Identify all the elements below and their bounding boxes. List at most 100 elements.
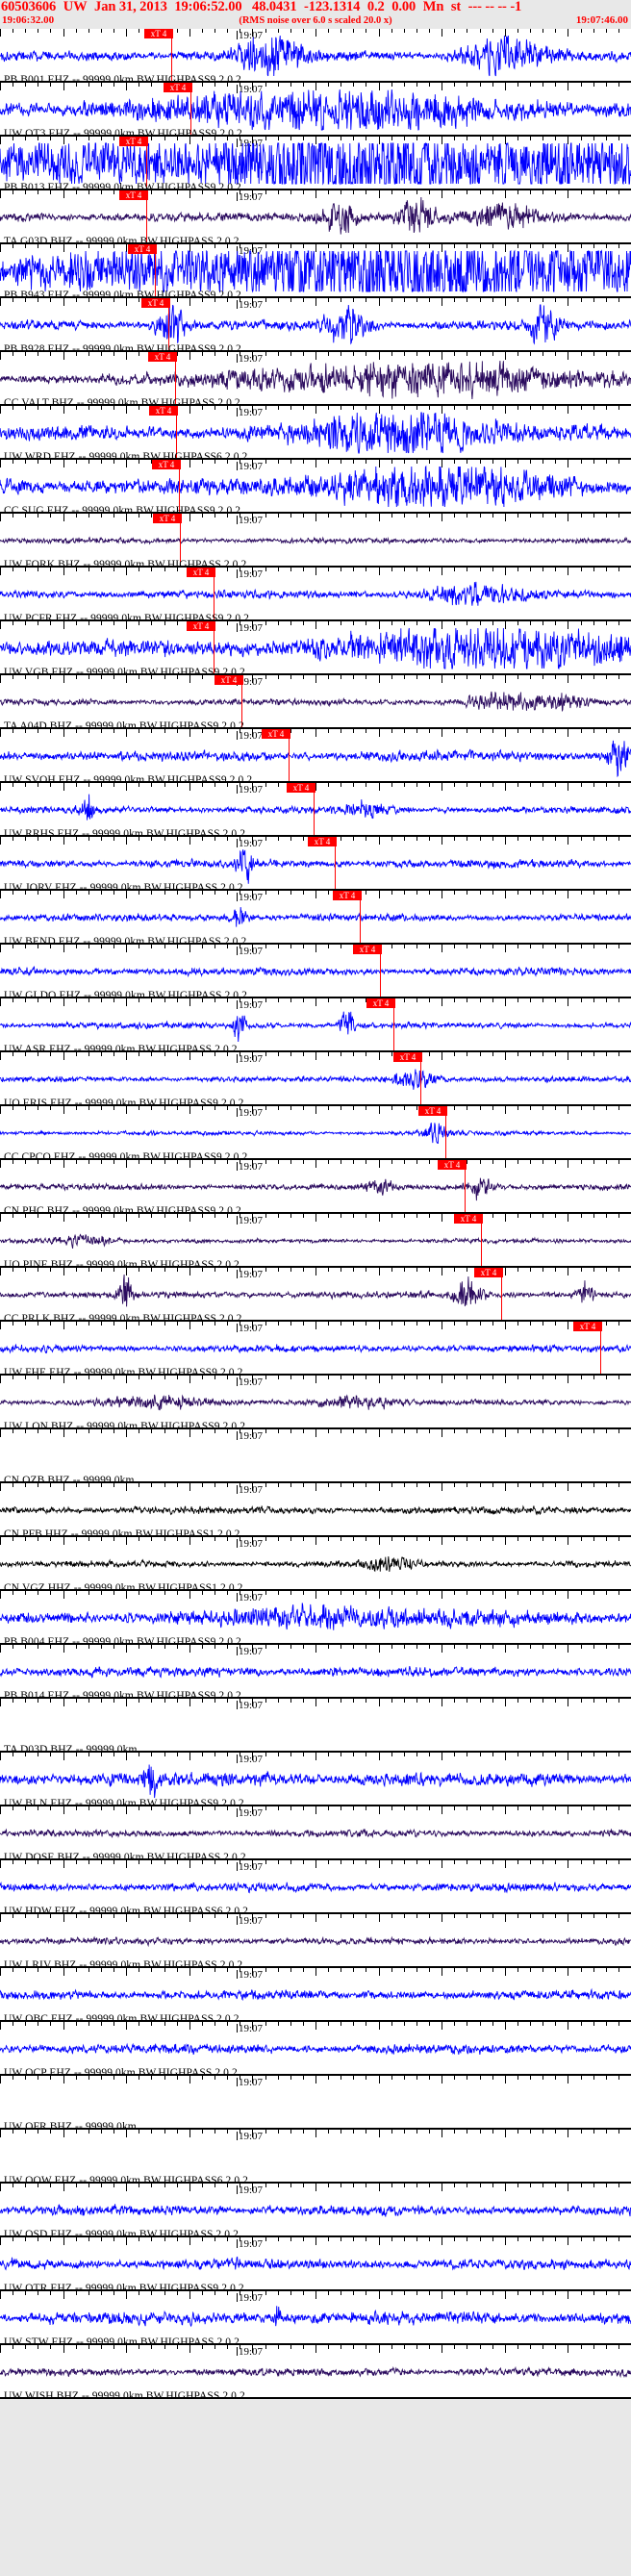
trace-row[interactable]: 19:07 CN OZB BHZ -- 99999.0km	[0, 1429, 631, 1483]
trace-separator	[0, 1158, 631, 1160]
time-tick-label: 19:07	[237, 1485, 263, 1496]
header-latitude: 48.0431	[252, 0, 297, 14]
trace-row[interactable]: 19:07 xT 4 UW BEND EHZ -- 99999.0km BW.HIG…	[0, 891, 631, 945]
trace-row[interactable]: 19:07 UW OSD EHZ -- 99999.0km BW.HIGHPASS…	[0, 2184, 631, 2237]
waveform-path	[0, 581, 631, 606]
trace-row[interactable]: 19:07 UW OFR BHZ -- 99999.0km	[0, 2076, 631, 2130]
trace-row[interactable]: 19:07 UW LON BHZ -- 99999.0km BW.HIGHPASS…	[0, 1376, 631, 1429]
trace-row[interactable]: 19:07 xT 4 CC SUG EHZ -- 99999.0km BW.HIGH…	[0, 460, 631, 514]
waveform	[0, 536, 631, 545]
trace-row[interactable]: 19:07 xT 4 UW PCFR EHZ -- 99999.0km BW.HIG…	[0, 568, 631, 621]
time-tick-label: 19:07	[237, 2024, 263, 2034]
time-axis-ticks	[0, 2184, 631, 2191]
trace-row[interactable]: 19:07 xT 4 PB B943 EHZ -- 99999.0km BW.HIG…	[0, 244, 631, 298]
time-axis-ticks	[0, 2291, 631, 2299]
time-tick-mark	[237, 408, 238, 417]
trace-row[interactable]: 19:07 xT 4 UO PINE BHZ -- 99999.0km BW.HIG…	[0, 1214, 631, 1268]
trace-row[interactable]: 19:07 UW OTR EHZ -- 99999.0km BW.HIGHPASS…	[0, 2237, 631, 2291]
time-tick-mark	[237, 2293, 238, 2302]
time-tick-label: 19:07	[237, 1000, 263, 1011]
trace-separator	[0, 1643, 631, 1645]
trace-row[interactable]: 19:07 UW OCP EHZ -- 99999.0km BW.HIGHPASS…	[0, 2022, 631, 2076]
time-tick-text: 19:07	[239, 2077, 264, 2088]
trace-row[interactable]: 19:07 xT 4 UW SVOH EHZ -- 99999.0km BW.HIG…	[0, 729, 631, 783]
trace-separator	[0, 2235, 631, 2237]
time-tick-mark	[237, 1485, 238, 1494]
time-tick-text: 19:07	[239, 892, 264, 903]
trace-row[interactable]: 19:07 xT 4 CC PRLK BHZ -- 99999.0km BW.HIG…	[0, 1268, 631, 1322]
header-event-id: 60503606	[1, 0, 57, 14]
trace-row[interactable]: 19:07 CN VGZ HHZ -- 99999.0km BW.HIGHPASS…	[0, 1537, 631, 1591]
time-tick-mark	[237, 893, 238, 901]
time-axis-ticks	[0, 891, 631, 898]
trace-separator	[0, 1427, 631, 1429]
trace-station-label: UO PINE BHZ -- 99999.0km BW.HIGHPASS 2.0…	[4, 1259, 240, 1268]
waveform	[0, 691, 631, 713]
time-tick-mark	[237, 192, 238, 201]
trace-row[interactable]: 19:07 xT 4 UW WRD EHZ -- 99999.0km BW.HIGH…	[0, 406, 631, 460]
trace-row[interactable]: 19:07 UW OBC EHZ -- 99999.0km BW.HIGHPASS…	[0, 1968, 631, 2022]
time-tick-mark	[237, 1108, 238, 1117]
time-tick-text: 19:07	[239, 1754, 264, 1765]
trace-row[interactable]: 19:07 UW BLN EHZ -- 99999.0km BW.HIGHPASS…	[0, 1753, 631, 1806]
time-tick-mark	[237, 1431, 238, 1440]
time-axis-ticks	[0, 1106, 631, 1114]
trace-row[interactable]: 19:07 PB B004 EHZ -- 99999.0km BW.HIGHPAS…	[0, 1591, 631, 1645]
time-tick-text: 19:07	[239, 138, 264, 149]
trace-row[interactable]: 19:07 xT 4 UW JORV EHZ -- 99999.0km BW.HIG…	[0, 837, 631, 891]
trace-row[interactable]: 19:07 xT 4 TA A04D BHZ -- 99999.0km BW.HIG…	[0, 675, 631, 729]
trace-row[interactable]: 19:07 UW WISH BHZ -- 99999.0km BW.HIGHPAS…	[0, 2345, 631, 2399]
trace-station-label: UW LON BHZ -- 99999.0km BW.HIGHPASS9 2.0…	[4, 1421, 246, 1429]
trace-row[interactable]: 19:07 xT 4 UW VGB EHZ -- 99999.0km BW.HIGH…	[0, 621, 631, 675]
time-tick-mark	[237, 1539, 238, 1548]
trace-row[interactable]: 19:07 xT 4 UW FHE EHZ -- 99999.0km BW.HIGH…	[0, 1322, 631, 1376]
time-tick-label: 19:07	[237, 1862, 263, 1873]
trace-row[interactable]: 19:07 UW STW EHZ -- 99999.0km BW.HIGHPASS…	[0, 2291, 631, 2345]
trace-row[interactable]: 19:07 UW OOW EHZ -- 99999.0km BW.HIGHPASS…	[0, 2130, 631, 2184]
trace-station-label: UW VGB EHZ -- 99999.0km BW.HIGHPASS9 2.0…	[4, 667, 245, 675]
trace-row[interactable]: 19:07 xT 4 UW FORK BHZ -- 99999.0km BW.HIG…	[0, 514, 631, 568]
trace-row[interactable]: 19:07 PB B014 EHZ -- 99999.0km BW.HIGHPAS…	[0, 1645, 631, 1699]
trace-separator	[0, 1374, 631, 1376]
trace-station-label: UW WRD EHZ -- 99999.0km BW.HIGHPASS6 2.0…	[4, 451, 248, 460]
trace-row[interactable]: 19:07 UW LRIV BHZ -- 99999.0km BW.HIGHPAS…	[0, 1914, 631, 1968]
trace-row[interactable]: 19:07 TA D03D BHZ -- 99999.0km	[0, 1699, 631, 1753]
time-axis-ticks	[0, 1914, 631, 1922]
trace-row[interactable]: 19:07 xT 4 PB B928 EHZ -- 99999.0km BW.HIG…	[0, 298, 631, 352]
time-tick-label: 19:07	[237, 408, 263, 418]
time-tick-mark	[237, 85, 238, 93]
waveform	[0, 2365, 631, 2379]
trace-row[interactable]: 19:07 xT 4 UW OT3 EHZ -- 99999.0km BW.HIGH…	[0, 83, 631, 137]
trace-station-label: CC CPCO EHZ -- 99999.0km BW.HIGHPASS9 2.…	[4, 1151, 248, 1160]
time-tick-label: 19:07	[237, 2078, 263, 2088]
time-tick-label: 19:07	[237, 623, 263, 634]
waveform	[0, 2306, 631, 2328]
trace-row[interactable]: 19:07 UW DOSE BHZ -- 99999.0km BW.HIGHPAS…	[0, 1806, 631, 1860]
trace-station-label: CC SUG EHZ -- 99999.0km BW.HIGHPASS9 2.0…	[4, 505, 241, 514]
waveform-path	[0, 1555, 631, 1573]
trace-station-label: TA A04D BHZ -- 99999.0km BW.HIGHPASS9 2.…	[4, 720, 244, 729]
trace-separator	[0, 1751, 631, 1753]
time-tick-mark	[237, 2078, 238, 2086]
trace-row[interactable]: 19:07 xT 4 PB B001 EHZ -- 99999.0km BW.HIG…	[0, 29, 631, 83]
time-tick-mark	[237, 1324, 238, 1332]
time-axis-ticks	[0, 2237, 631, 2245]
header-start-time: 19:06:32.00	[2, 14, 55, 26]
trace-row[interactable]: 19:07 xT 4 CC CPCO EHZ -- 99999.0km BW.HIG…	[0, 1106, 631, 1160]
time-axis-ticks	[0, 352, 631, 360]
trace-row[interactable]: 19:07 UW HDW EHZ -- 99999.0km BW.HIGHPASS…	[0, 1860, 631, 1914]
trace-row[interactable]: 19:07 CN PFB HHZ -- 99999.0km BW.HIGHPASS…	[0, 1483, 631, 1537]
trace-row[interactable]: 19:07 xT 4 UQ ERIS EHZ -- 99999.0km BW.HIG…	[0, 1052, 631, 1106]
trace-separator	[0, 296, 631, 298]
trace-row[interactable]: 19:07 xT 4 PB B013 EHZ -- 99999.0km BW.HIG…	[0, 137, 631, 190]
trace-row[interactable]: 19:07 xT 4 UW ASR EHZ -- 99999.0km BW.HIGH…	[0, 998, 631, 1052]
trace-separator	[0, 727, 631, 729]
trace-row[interactable]: 19:07 xT 4 UW GLDO EHZ -- 99999.0km BW.HIG…	[0, 945, 631, 998]
trace-row[interactable]: 19:07 xT 4 UW RRHS EHZ -- 99999.0km BW.HIG…	[0, 783, 631, 837]
trace-row[interactable]: 19:07 xT 4 TA G03D BHZ -- 99999.0km BW.HIG…	[0, 190, 631, 244]
trace-separator	[0, 1212, 631, 1214]
trace-row[interactable]: 19:07 xT 4 CN PHC BHZ -- 99999.0km BW.HIGH…	[0, 1160, 631, 1214]
header-date: Jan 31, 2013	[94, 0, 167, 14]
waveform-path	[0, 1881, 631, 1894]
trace-row[interactable]: 19:07 xT 4 CC VALT BHZ -- 99999.0km BW.HIG…	[0, 352, 631, 406]
